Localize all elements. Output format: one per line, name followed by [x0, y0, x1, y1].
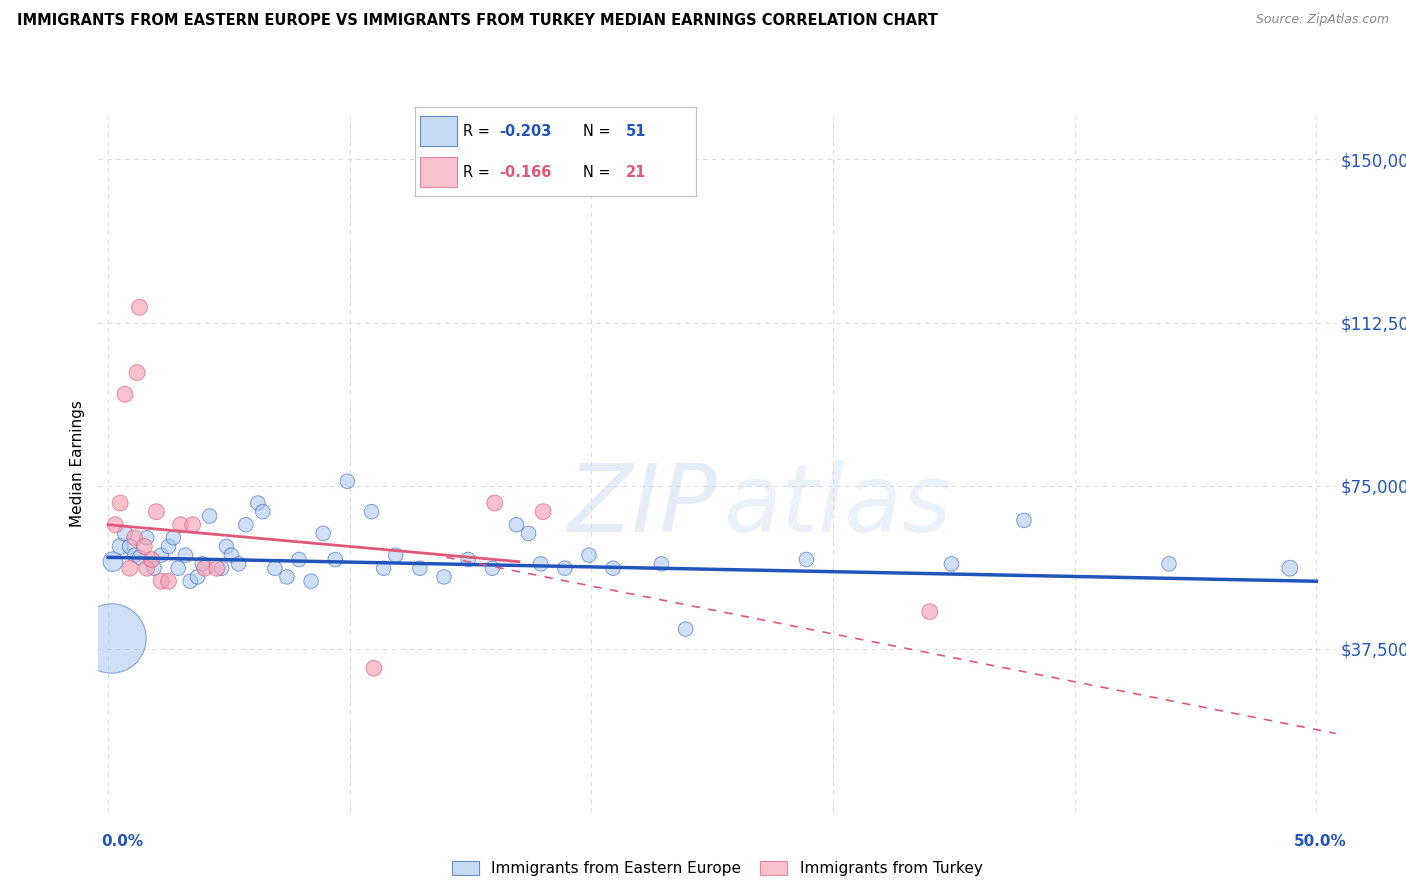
Point [118, 561, 141, 575]
Point [228, 557, 250, 571]
Point [221, 548, 243, 562]
Point [1012, 513, 1035, 527]
Point [288, 552, 311, 566]
Text: 50.0%: 50.0% [1294, 834, 1347, 849]
Point [602, 561, 624, 575]
Text: -0.166: -0.166 [499, 165, 551, 179]
Text: 51: 51 [626, 124, 647, 138]
Point [100, 631, 122, 645]
Point [211, 561, 233, 575]
Point [578, 548, 600, 562]
Point [108, 540, 131, 554]
Point [1278, 561, 1301, 575]
Point [505, 517, 527, 532]
Point [530, 557, 553, 571]
Point [384, 548, 406, 562]
Point [360, 505, 382, 519]
Y-axis label: Median Earnings: Median Earnings [70, 401, 86, 527]
Point [186, 570, 208, 584]
Point [127, 366, 149, 380]
Point [481, 561, 503, 575]
Point [409, 561, 432, 575]
Point [128, 300, 150, 315]
Point [796, 552, 818, 566]
Text: IMMIGRANTS FROM EASTERN EUROPE VS IMMIGRANTS FROM TURKEY MEDIAN EARNINGS CORRELA: IMMIGRANTS FROM EASTERN EUROPE VS IMMIGR… [17, 13, 938, 29]
Point [114, 387, 136, 401]
FancyBboxPatch shape [420, 157, 457, 187]
Point [941, 557, 963, 571]
Point [124, 531, 146, 545]
Point [179, 574, 201, 589]
Point [118, 540, 141, 554]
Legend: Immigrants from Eastern Europe, Immigrants from Turkey: Immigrants from Eastern Europe, Immigran… [444, 854, 990, 884]
Point [650, 557, 672, 571]
Point [215, 540, 238, 554]
Text: Source: ZipAtlas.com: Source: ZipAtlas.com [1256, 13, 1389, 27]
Point [252, 505, 274, 519]
Text: R =: R = [463, 165, 494, 179]
Point [135, 561, 157, 575]
Point [150, 574, 173, 589]
Point [198, 508, 221, 523]
Point [167, 561, 190, 575]
Point [363, 661, 385, 675]
Point [276, 570, 298, 584]
Point [675, 622, 697, 636]
Point [517, 526, 540, 541]
Point [457, 552, 479, 566]
Text: atlas: atlas [723, 460, 952, 551]
Point [101, 555, 124, 569]
Point [235, 517, 257, 532]
Point [150, 548, 173, 562]
Text: R =: R = [463, 124, 494, 138]
Point [299, 574, 322, 589]
Point [134, 540, 156, 554]
Text: 21: 21 [626, 165, 645, 179]
Text: -0.203: -0.203 [499, 124, 551, 138]
Point [263, 561, 285, 575]
FancyBboxPatch shape [420, 116, 457, 146]
Point [174, 548, 197, 562]
Point [1157, 557, 1180, 571]
Text: ZIP: ZIP [568, 460, 717, 551]
Point [157, 574, 180, 589]
Point [104, 517, 127, 532]
Point [918, 605, 941, 619]
Point [246, 496, 269, 510]
Point [181, 517, 204, 532]
Text: N =: N = [583, 165, 616, 179]
Point [145, 505, 167, 519]
Point [323, 552, 346, 566]
Point [191, 557, 214, 571]
Point [108, 496, 131, 510]
Point [162, 531, 184, 545]
Point [141, 552, 163, 566]
Point [169, 517, 191, 532]
Point [373, 561, 395, 575]
Point [312, 526, 335, 541]
Point [531, 505, 554, 519]
Point [194, 561, 217, 575]
Point [143, 561, 166, 575]
Point [205, 561, 228, 575]
Point [484, 496, 506, 510]
Point [157, 540, 180, 554]
Point [433, 570, 456, 584]
Point [124, 548, 146, 562]
Point [135, 531, 157, 545]
Text: 0.0%: 0.0% [101, 834, 143, 849]
Point [554, 561, 576, 575]
Text: N =: N = [583, 124, 616, 138]
Point [336, 475, 359, 489]
Point [128, 550, 150, 565]
Point [114, 526, 136, 541]
